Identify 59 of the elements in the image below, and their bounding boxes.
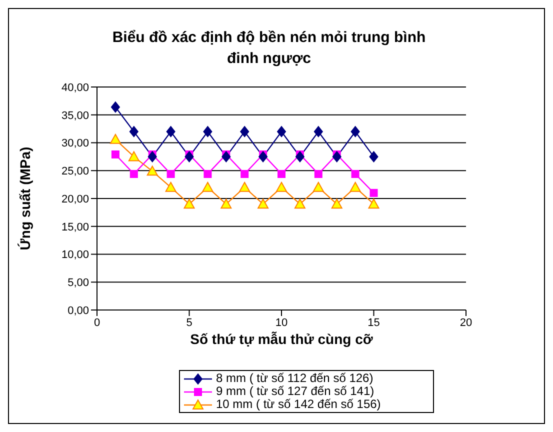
x-tick-label: 5	[186, 316, 192, 329]
y-tick-label: 0,00	[68, 304, 89, 317]
point	[165, 182, 176, 192]
chart-title: Biểu đồ xác định độ bền nén mỏi trung bình đinh ngược	[111, 28, 427, 69]
point	[203, 126, 212, 138]
y-tick-label: 5,00	[68, 277, 89, 290]
point	[351, 170, 360, 178]
y-tick-label: 20,00	[61, 193, 89, 206]
point	[130, 170, 138, 178]
point	[314, 126, 323, 138]
point	[331, 198, 342, 209]
point	[184, 198, 195, 209]
point	[148, 151, 157, 162]
y-tick-label: 25,00	[61, 166, 89, 178]
point	[368, 198, 380, 209]
point	[240, 126, 250, 138]
x-tick-label: 15	[368, 316, 380, 329]
y-tick-label: 10,00	[61, 249, 89, 262]
point	[110, 102, 120, 113]
point	[239, 182, 250, 192]
legend-label: 8 mm ( từ số 112 đến số 126)	[216, 371, 374, 385]
point	[294, 198, 306, 209]
point	[110, 134, 121, 144]
point	[312, 182, 324, 192]
point	[222, 151, 231, 162]
point	[295, 151, 304, 162]
point	[204, 170, 212, 178]
x-axis-title: Số thứ tự mẫu thử cùng cỡ	[190, 330, 373, 347]
point	[332, 151, 342, 162]
point	[314, 170, 322, 178]
point	[166, 170, 175, 178]
point	[276, 182, 287, 192]
point	[278, 170, 286, 178]
x-tick-label: 20	[460, 316, 472, 329]
point	[369, 151, 378, 162]
y-tick-label: 15,00	[61, 221, 89, 234]
point	[146, 166, 158, 176]
point	[129, 126, 138, 138]
legend-label: 9 mm ( từ số 127 đến số 141)	[216, 384, 374, 398]
point	[258, 198, 269, 209]
point	[202, 182, 214, 192]
point	[370, 188, 378, 197]
point	[277, 126, 286, 138]
legend-label: 10 mm ( từ số 142 đến số 156)	[216, 397, 381, 411]
point	[258, 151, 268, 162]
point	[350, 126, 360, 138]
point	[240, 170, 249, 178]
point	[128, 151, 140, 162]
y-tick-label: 35,00	[61, 110, 89, 122]
point	[350, 182, 361, 192]
point	[166, 126, 176, 138]
point	[184, 151, 194, 162]
x-tick-label: 0	[94, 316, 100, 329]
y-tick-label: 30,00	[61, 138, 89, 150]
x-tick-label: 10	[275, 316, 288, 329]
y-tick-label: 40,00	[61, 82, 89, 94]
point	[111, 150, 120, 158]
y-axis-title: Ứng suất (MPa)	[16, 146, 33, 250]
point	[220, 198, 232, 209]
